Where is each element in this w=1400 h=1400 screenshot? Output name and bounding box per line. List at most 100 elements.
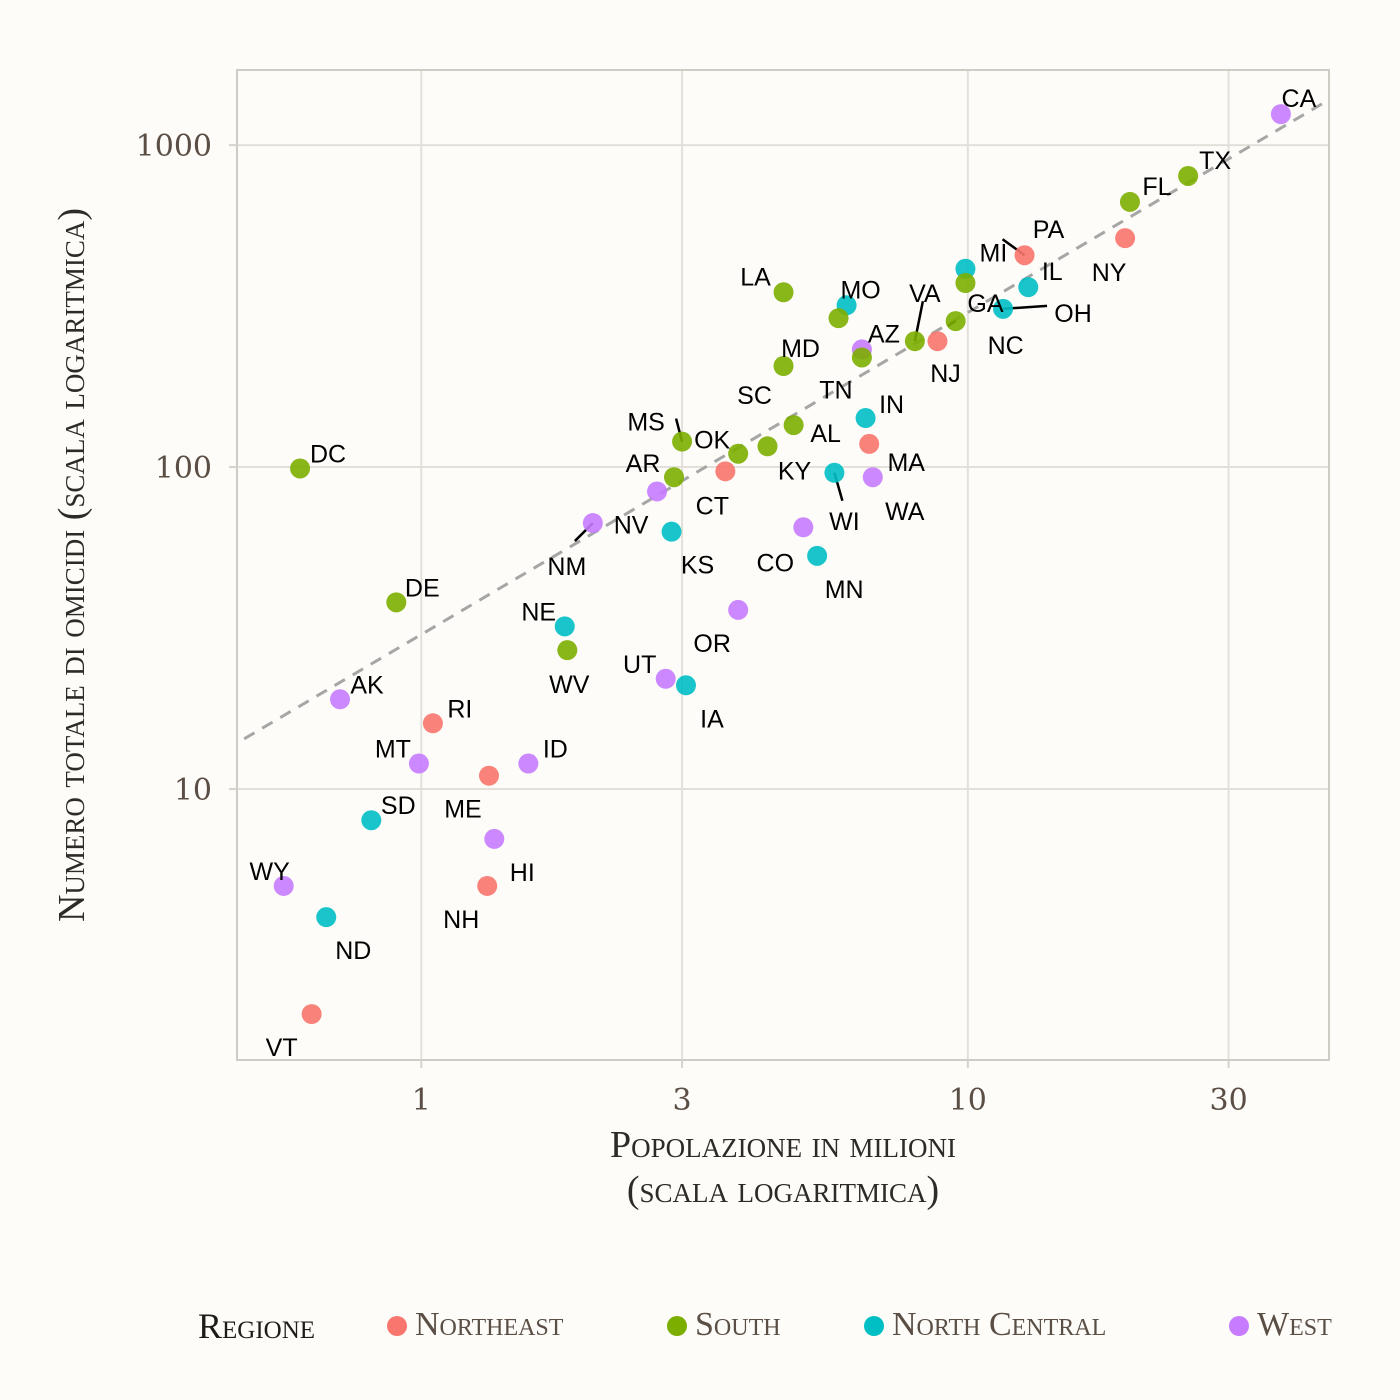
point-label-ak: AK xyxy=(350,671,384,699)
y-tick-label: 100 xyxy=(155,451,212,486)
x-tick-label: 1 xyxy=(412,1083,431,1118)
data-point-ga xyxy=(955,272,976,293)
plot-panel-border xyxy=(236,69,1330,1061)
data-point-hi xyxy=(484,828,505,849)
point-label-mt: MT xyxy=(375,736,411,764)
data-point-mt xyxy=(408,753,429,774)
legend-key-north-central xyxy=(864,1316,884,1336)
point-label-ks: KS xyxy=(681,552,714,580)
legend-label: West xyxy=(1257,1306,1332,1343)
data-point-sc xyxy=(773,356,794,377)
point-label-vt: VT xyxy=(266,1034,298,1062)
data-point-ut xyxy=(655,668,676,689)
data-point-wa xyxy=(862,467,883,488)
point-label-md: MD xyxy=(781,335,820,363)
point-label-va: VA xyxy=(909,280,941,308)
point-label-wy: WY xyxy=(250,858,291,886)
point-label-sd: SD xyxy=(381,792,416,820)
point-label-wv: WV xyxy=(549,671,590,699)
data-point-ca xyxy=(1270,104,1291,125)
data-point-nm xyxy=(582,513,603,534)
y-axis-title: Numero totale di omicidi (scala logaritm… xyxy=(51,208,93,922)
point-label-sc: SC xyxy=(737,382,772,410)
x-tick-label: 3 xyxy=(673,1083,692,1118)
legend-key-west xyxy=(1229,1316,1249,1336)
data-point-ky xyxy=(757,436,778,457)
grid xyxy=(237,70,1329,1060)
data-point-il xyxy=(1018,277,1039,298)
point-label-id: ID xyxy=(543,736,568,764)
data-point-tn xyxy=(851,347,872,368)
data-point-ma xyxy=(859,433,880,454)
data-point-ar xyxy=(664,467,685,488)
data-point-ny xyxy=(1115,228,1136,249)
data-point-nd xyxy=(316,907,337,928)
point-label-me: ME xyxy=(444,796,482,824)
point-label-ut: UT xyxy=(623,651,656,679)
point-label-ga: GA xyxy=(967,290,1003,318)
legend-label: North Central xyxy=(892,1306,1106,1343)
point-label-nd: ND xyxy=(335,937,371,965)
point-label-in: IN xyxy=(879,391,904,419)
data-point-la xyxy=(773,282,794,303)
point-label-ms: MS xyxy=(627,409,665,437)
x-axis-title-line2: (scala logaritmica) xyxy=(627,1169,939,1211)
point-label-la: LA xyxy=(740,263,771,291)
data-point-mn xyxy=(807,545,828,566)
point-label-hi: HI xyxy=(510,859,535,887)
data-point-mi xyxy=(955,258,976,279)
x-tick-label: 10 xyxy=(949,1083,987,1118)
point-label-dc: DC xyxy=(310,440,346,468)
x-axis-ticks: 1 3 10 30 xyxy=(412,1060,1248,1118)
data-point-nv xyxy=(647,481,668,502)
data-points xyxy=(273,104,1291,1025)
data-point-ia xyxy=(675,675,696,696)
point-label-nv: NV xyxy=(614,511,649,539)
point-label-ne: NE xyxy=(521,598,556,626)
data-point-ks xyxy=(661,521,682,542)
data-point-wv xyxy=(557,640,578,661)
label-leader-lines xyxy=(573,238,1048,542)
data-point-in xyxy=(855,408,876,429)
point-label-mn: MN xyxy=(825,576,864,604)
point-label-oh: OH xyxy=(1054,300,1092,328)
point-label-co: CO xyxy=(757,549,795,577)
y-tick-label: 1000 xyxy=(136,129,212,164)
legend-label: South xyxy=(695,1306,781,1343)
point-label-ny: NY xyxy=(1092,259,1127,287)
data-point-wi xyxy=(824,462,845,483)
point-label-ca: CA xyxy=(1282,85,1317,113)
point-label-pa: PA xyxy=(1033,216,1065,244)
data-point-dc xyxy=(290,458,311,479)
point-label-al: AL xyxy=(810,420,841,448)
point-label-tn: TN xyxy=(819,376,852,404)
point-label-ct: CT xyxy=(696,492,729,520)
point-label-mi: MI xyxy=(980,240,1008,268)
data-point-nh xyxy=(477,875,498,896)
data-point-nj xyxy=(927,331,948,352)
legend-key-northeast xyxy=(387,1316,407,1336)
point-label-fl: FL xyxy=(1142,173,1171,201)
point-label-ma: MA xyxy=(887,449,925,477)
point-label-nm: NM xyxy=(547,553,586,581)
data-point-ok xyxy=(728,443,749,464)
point-label-ky: KY xyxy=(778,457,812,485)
y-axis-ticks: 10 100 1000 xyxy=(136,129,237,808)
point-label-ia: IA xyxy=(700,705,724,733)
legend-label: Northeast xyxy=(415,1306,564,1343)
data-point-de xyxy=(386,592,407,613)
data-point-co xyxy=(793,517,814,538)
data-point-al xyxy=(783,415,804,436)
data-point-ne xyxy=(554,616,575,637)
point-labels: CA TX FL NY PA IL MI GA OH NC NJ VA MO LA MD AZ TN SC IN AL… xyxy=(250,85,1317,1062)
data-point-me xyxy=(478,765,499,786)
point-label-ar: AR xyxy=(626,450,661,478)
data-point-oh xyxy=(993,298,1014,319)
data-point-va xyxy=(904,331,925,352)
legend-title: Regione xyxy=(198,1306,315,1346)
data-point-ri xyxy=(422,713,443,734)
data-point-wy xyxy=(273,875,294,896)
data-point-md xyxy=(828,308,849,329)
legend: Regione Northeast South North Central West xyxy=(198,1306,1332,1346)
